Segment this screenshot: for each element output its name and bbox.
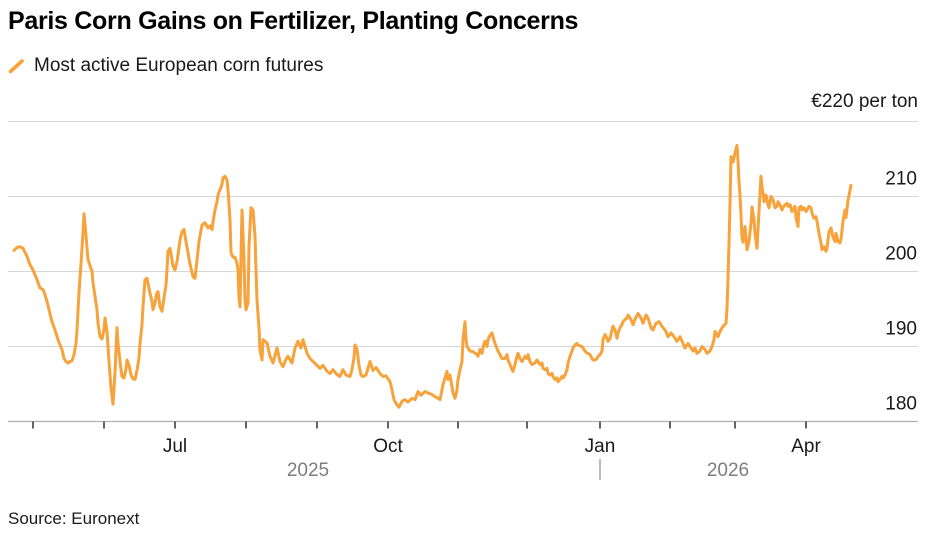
price-line: [12, 144, 853, 409]
y-axis-unit-label: €220 per ton: [811, 91, 918, 112]
y-axis-label: 200: [885, 244, 917, 265]
x-axis-label: Jul: [163, 436, 187, 457]
x-axis-label: Oct: [373, 436, 403, 457]
x-axis-label: Jan: [585, 436, 616, 457]
y-axis-label: 210: [885, 169, 917, 190]
source-label: Source: Euronext: [8, 509, 140, 528]
legend-slash-icon: [8, 58, 24, 73]
chart-title: Paris Corn Gains on Fertilizer, Planting…: [8, 7, 579, 35]
y-axis-label: 180: [885, 394, 917, 415]
year-label: 2025: [287, 460, 329, 481]
y-axis-label: 190: [885, 319, 917, 340]
x-axis-label: Apr: [791, 436, 821, 457]
year-label: 2026: [707, 460, 749, 481]
legend: Most active European corn futures: [8, 55, 323, 77]
legend-label: Most active European corn futures: [34, 55, 324, 76]
